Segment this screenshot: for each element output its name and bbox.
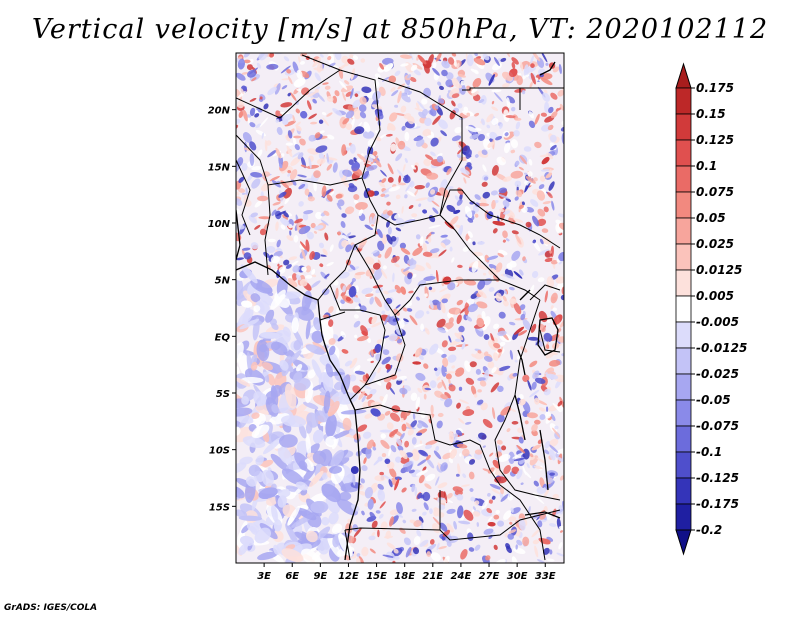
- colorbar-bin: [675, 503, 692, 531]
- colorbar-min-arrow: [675, 529, 692, 556]
- lon-tick-label: 27E: [479, 571, 500, 582]
- border-niger-south: [236, 134, 363, 186]
- border-burkina: [236, 159, 251, 236]
- coastline: [236, 61, 561, 561]
- lake-kariba-icon: [524, 511, 561, 519]
- colorbar-label: -0.05: [696, 393, 731, 407]
- colorbar-label: 0.175: [696, 81, 734, 95]
- country-borders: [236, 54, 564, 561]
- lon-tick-label: 33E: [535, 571, 556, 582]
- colorbar-label: 0.125: [696, 133, 734, 147]
- lon-tick-label: 18E: [394, 571, 415, 582]
- border-mali-algeria: [301, 54, 341, 71]
- border-niger-algeria: [236, 69, 381, 179]
- colorbar-bin: [675, 191, 692, 219]
- colorbar-label: 0.005: [696, 289, 734, 303]
- lake-malawi-icon: [539, 429, 549, 491]
- border-nigeria-cameroon: [317, 177, 379, 301]
- colorbar-label: -0.025: [696, 367, 739, 381]
- lon-tick-label: 9E: [313, 571, 327, 582]
- border-libya-chad: [377, 77, 463, 216]
- lat-tick-label: 15N: [208, 162, 231, 173]
- footer-credit: GrADS: IGES/COLA: [4, 603, 98, 613]
- lon-tick-label: 15E: [366, 571, 387, 582]
- plot-frame: [235, 52, 565, 564]
- lake-kivu-icon: [517, 349, 526, 376]
- colorbar-label: 0.1: [696, 159, 717, 173]
- lon-tick-label: 21E: [422, 571, 443, 582]
- colorbar-bin: [675, 217, 692, 245]
- lat-tick-label: 15S: [209, 502, 230, 513]
- colorbar-bin: [675, 477, 692, 505]
- border-angola-namibia: [344, 509, 561, 541]
- lake-albert-icon: [519, 289, 531, 301]
- colorbar-bin: [675, 373, 692, 401]
- lake-victoria-icon: [537, 317, 559, 356]
- colorbar-label: -0.075: [696, 419, 739, 433]
- lon-tick-label: 6E: [285, 571, 299, 582]
- border-congo-gabon: [329, 284, 386, 386]
- border-angola-drc: [354, 404, 501, 486]
- colorbar-bin: [675, 139, 692, 167]
- nile-delta-icon: [539, 61, 556, 76]
- colorbar-label: -0.175: [696, 497, 739, 511]
- colorbar-legend: 0.175 0.15 0.125 0.1 0.075 0.05 0.025 0.0125 0.0…: [675, 62, 747, 556]
- longitude-axis: 3E 6E 9E 12E 15E 18E 21E 24E 27E 30E 33E: [257, 563, 556, 582]
- colorbar-bin: [675, 425, 692, 453]
- colorbar-label: 0.075: [696, 185, 734, 199]
- map-title: Vertical velocity [m/s] at 850hPa, VT: 2…: [31, 14, 769, 45]
- colorbar-label: 0.025: [696, 237, 734, 251]
- colorbar-label: 0.05: [696, 211, 726, 225]
- lat-tick-label: 10N: [208, 219, 231, 230]
- colorbar-label: -0.125: [696, 471, 739, 485]
- colorbar-bin: [675, 165, 692, 193]
- colorbar-label: 0.15: [696, 107, 726, 121]
- border-libya-egypt-sudan: [462, 87, 564, 91]
- lat-tick-label: 5N: [215, 276, 231, 287]
- border-eq-guinea: [319, 311, 346, 321]
- lat-tick-label: 10S: [209, 446, 230, 457]
- lon-tick-label: 30E: [507, 571, 528, 582]
- colorbar-bin: [675, 113, 692, 141]
- border-kenya: [539, 329, 561, 353]
- lat-tick-label: 5S: [216, 389, 230, 400]
- lat-tick-label: EQ: [215, 332, 231, 343]
- colorbar-bin: [675, 347, 692, 375]
- border-uganda: [529, 284, 561, 301]
- lat-tick-label: 20N: [208, 106, 231, 117]
- border-benin-nigeria: [264, 184, 271, 276]
- colorbar-max-arrow: [675, 62, 692, 89]
- colorbar-label: -0.2: [696, 523, 722, 537]
- atlantic-coast: [236, 261, 361, 561]
- lake-tanganyika-icon: [514, 394, 526, 441]
- colorbar-bin: [675, 451, 692, 479]
- border-chad-car: [377, 214, 501, 281]
- west-coast: [236, 209, 241, 261]
- colorbar-bin: [675, 243, 692, 271]
- colorbar-label: 0.0125: [696, 263, 742, 277]
- border-sudan: [439, 189, 561, 249]
- border-zambia-zimbabwe: [499, 484, 546, 561]
- colorbar-label: -0.0125: [696, 341, 747, 355]
- lon-tick-label: 3E: [257, 571, 271, 582]
- lon-tick-label: 12E: [338, 571, 359, 582]
- colorbar-bin: [675, 87, 692, 115]
- latitude-axis: 20N 15N 10N 5N EQ 5S 10S 15S: [208, 106, 236, 513]
- lon-tick-label: 24E: [451, 571, 472, 582]
- colorbar-label: -0.1: [696, 445, 722, 459]
- vertical-velocity-field: [236, 53, 564, 563]
- colorbar-bin: [675, 295, 692, 323]
- colorbar-label: -0.005: [696, 315, 739, 329]
- border-drc-east: [494, 299, 561, 501]
- border-car-drc: [354, 244, 541, 316]
- colorbar-bin: [675, 321, 692, 349]
- colorbar-bin: [675, 269, 692, 297]
- colorbar-bin: [675, 399, 692, 427]
